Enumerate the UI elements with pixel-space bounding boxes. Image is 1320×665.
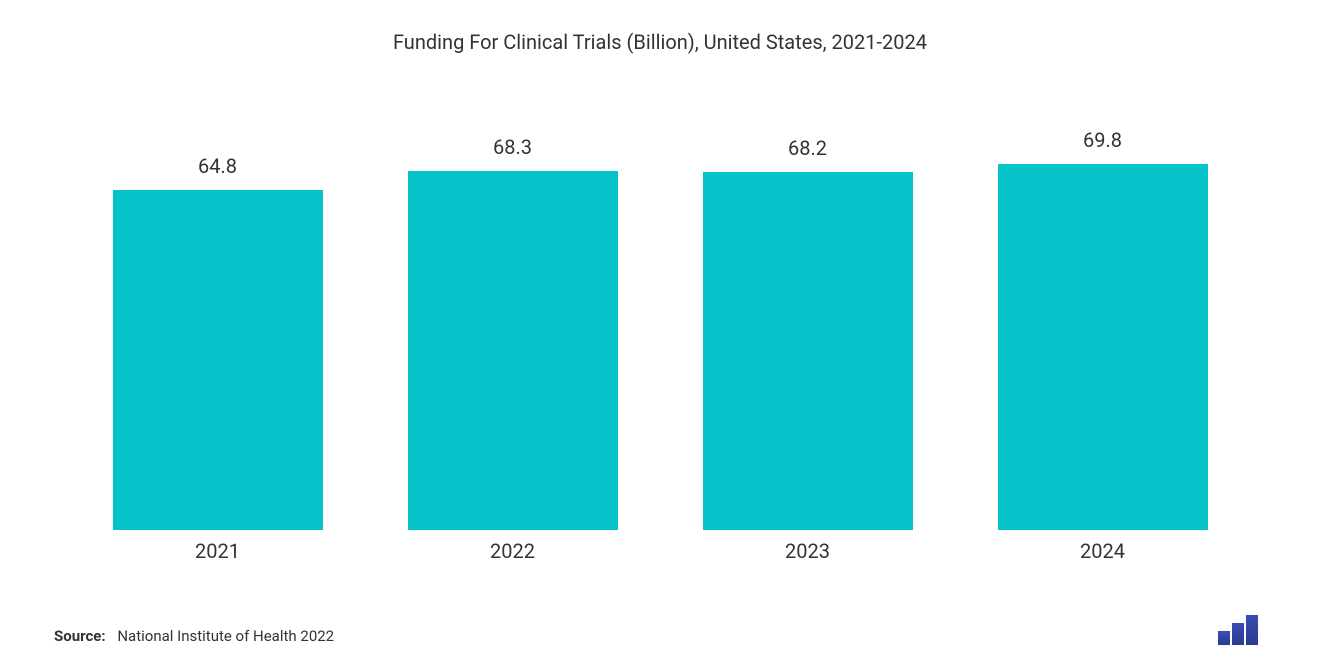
bar-value-label: 64.8 <box>198 154 237 178</box>
bar <box>703 172 913 530</box>
x-axis-label: 2023 <box>668 539 948 563</box>
bar-group: 68.2 <box>668 94 948 530</box>
source-line: Source: National Institute of Health 202… <box>54 627 334 645</box>
x-axis-labels: 2021 2022 2023 2024 <box>50 539 1270 563</box>
logo-bar-icon <box>1218 631 1230 645</box>
bar-value-label: 69.8 <box>1083 128 1122 152</box>
brand-logo-icon <box>1218 613 1266 645</box>
bar-group: 64.8 <box>78 94 358 530</box>
bar <box>113 190 323 530</box>
bar <box>998 164 1208 530</box>
source-text: National Institute of Health 2022 <box>117 627 334 645</box>
logo-bar-icon <box>1232 623 1244 645</box>
bar-value-label: 68.3 <box>493 135 532 159</box>
x-axis-label: 2024 <box>963 539 1243 563</box>
bar-value-label: 68.2 <box>788 136 827 160</box>
chart-footer: Source: National Institute of Health 202… <box>50 613 1270 645</box>
bar-group: 68.3 <box>373 94 653 530</box>
bar-group: 69.8 <box>963 94 1243 530</box>
source-label: Source: <box>54 627 106 645</box>
x-axis-label: 2022 <box>373 539 653 563</box>
x-axis-label: 2021 <box>78 539 358 563</box>
bar <box>408 171 618 530</box>
chart-title: Funding For Clinical Trials (Billion), U… <box>50 30 1270 54</box>
plot-area: 64.8 68.3 68.2 69.8 <box>50 94 1270 531</box>
logo-bar-icon <box>1246 615 1258 645</box>
